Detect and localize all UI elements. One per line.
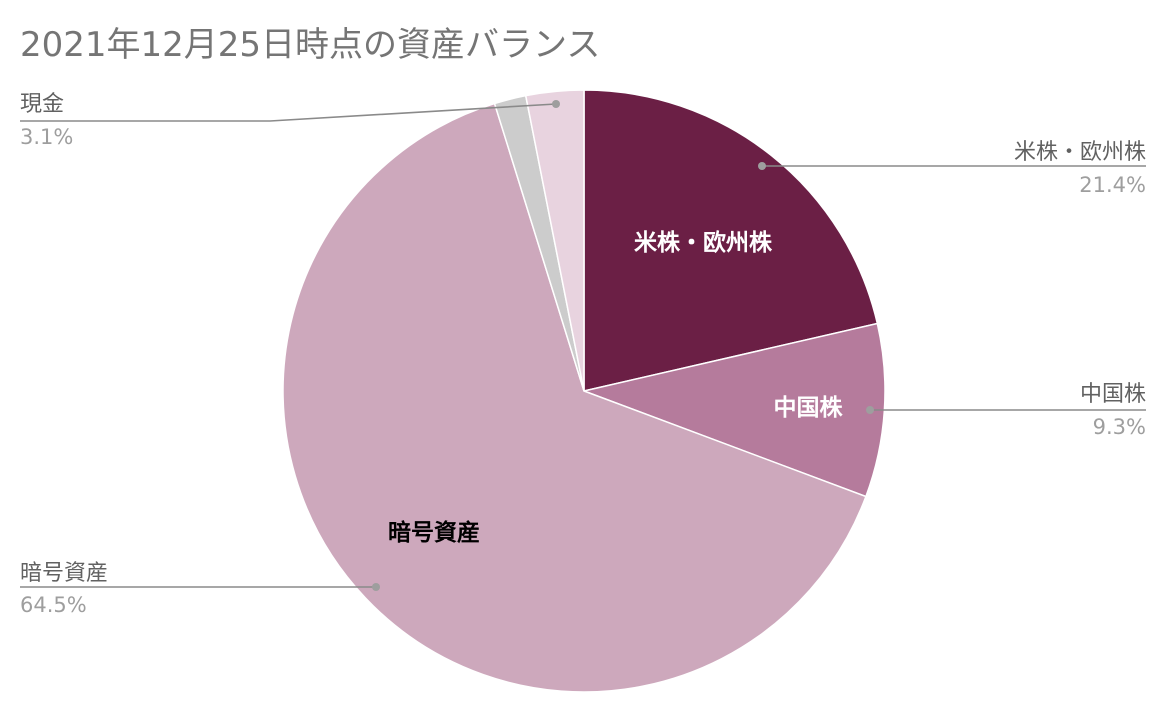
callout-pct-us-eu-stocks: 21.4% <box>1079 173 1146 197</box>
callout-label-cash: 現金 <box>20 92 64 117</box>
callout-pct-china-stocks: 9.3% <box>1093 415 1146 439</box>
callout-label-china-stocks: 中国株 <box>1080 382 1146 407</box>
callout-label-us-eu-stocks: 米株・欧州株 <box>1014 140 1146 165</box>
callout-label-crypto: 暗号資産 <box>20 561 108 586</box>
leader-dot-cash <box>552 100 560 108</box>
slice-crypto <box>282 102 867 693</box>
inner-label-crypto: 暗号資産 <box>388 519 480 546</box>
slice-cash <box>524 89 585 392</box>
callout-us-eu-stocks: 米株・欧州株 21.4% <box>758 140 1146 197</box>
inner-label-us-eu-stocks: 米株・欧州株 <box>634 230 773 256</box>
pie-slices <box>282 89 886 693</box>
leader-dot-us-eu-stocks <box>758 162 766 170</box>
leader-line-cash <box>20 103 557 122</box>
callout-china-stocks: 中国株 9.3% <box>866 382 1146 439</box>
inner-label-china-stocks: 中国株 <box>774 395 844 421</box>
slice-us-eu-stocks <box>583 89 879 392</box>
slice-china-stocks <box>581 322 886 498</box>
callout-pct-cash: 3.1% <box>20 125 73 149</box>
callout-pct-crypto: 64.5% <box>20 593 87 617</box>
leader-dot-china-stocks <box>866 406 874 414</box>
callout-crypto: 暗号資産 64.5% <box>20 561 380 617</box>
callout-cash: 現金 3.1% <box>20 92 560 149</box>
leader-dot-crypto <box>372 583 380 591</box>
chart-title: 2021年12月25日時点の資産バランス <box>20 25 600 65</box>
